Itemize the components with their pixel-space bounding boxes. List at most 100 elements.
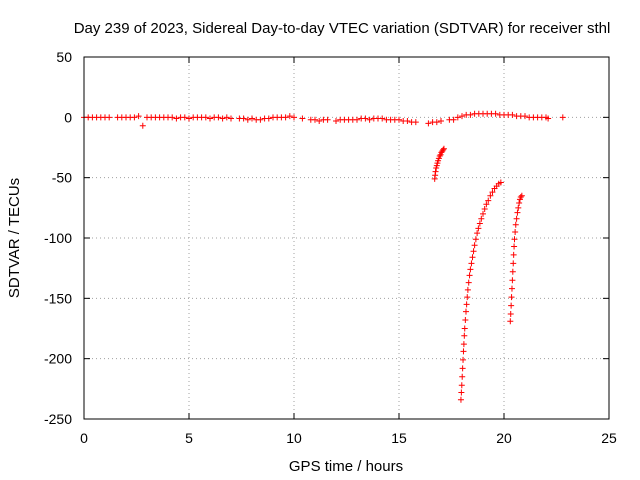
data-point: [291, 114, 297, 121]
data-point: [316, 117, 323, 124]
data-point: [467, 111, 474, 118]
y-tick-label: -200: [44, 351, 72, 367]
tick-labels: 0 5 10 15 20 25 50 0 -50 -100 -150 -200 -250: [44, 49, 617, 446]
data-point: [511, 236, 518, 243]
data-point: [458, 389, 465, 396]
data-point: [215, 114, 222, 121]
data-point: [464, 286, 471, 293]
data-point: [507, 318, 514, 325]
data-point: [461, 332, 468, 339]
data-point: [471, 242, 478, 249]
data-point: [467, 266, 474, 273]
data-point: [472, 236, 479, 243]
data-point: [480, 210, 486, 217]
y-tick-label: 50: [56, 49, 72, 65]
x-tick-label: 0: [80, 430, 88, 446]
data-point: [396, 116, 402, 123]
x-tick-label: 5: [185, 430, 193, 446]
data-point: [464, 294, 471, 301]
data-point: [324, 116, 331, 123]
data-point: [476, 220, 483, 227]
data-point: [468, 260, 475, 267]
data-point: [438, 117, 444, 124]
data-point: [522, 113, 528, 120]
data-point: [379, 115, 386, 122]
data-point: [366, 116, 373, 123]
data-point: [202, 114, 209, 121]
data-point: [459, 373, 466, 380]
data-point: [440, 146, 447, 153]
data-point: [462, 317, 469, 324]
data-point: [487, 192, 494, 199]
y-tick-label: -250: [44, 411, 72, 427]
data-point: [460, 341, 467, 348]
x-tick-label: 20: [496, 430, 512, 446]
data-point: [139, 122, 146, 129]
x-tick-label: 10: [286, 430, 302, 446]
data-point: [282, 114, 289, 121]
data-point: [545, 115, 552, 122]
data-point: [181, 114, 188, 121]
data-point: [299, 115, 306, 122]
data-point: [425, 120, 432, 127]
data-point: [489, 189, 496, 196]
data-point: [466, 272, 473, 279]
data-point: [513, 215, 520, 222]
data-point: [485, 197, 492, 204]
data-point: [219, 115, 226, 122]
data-point: [511, 243, 518, 250]
y-axis-label: SDTVAR / TECUs: [6, 178, 23, 298]
data-point: [510, 251, 517, 258]
data-point: [516, 200, 523, 207]
data-point: [186, 115, 192, 122]
x-tick-label: 15: [391, 430, 407, 446]
data-point: [559, 114, 566, 121]
x-axis-label: GPS time / hours: [289, 458, 403, 475]
data-point: [462, 308, 469, 315]
data-points: [81, 110, 566, 403]
data-point: [131, 114, 138, 121]
data-point: [169, 114, 176, 121]
data-point: [470, 248, 477, 255]
data-point: [512, 228, 519, 235]
data-point: [507, 311, 514, 318]
data-point: [454, 114, 461, 121]
data-point: [436, 152, 443, 159]
data-point: [362, 115, 369, 122]
data-point: [135, 113, 142, 120]
data-point: [508, 294, 515, 301]
data-point: [249, 115, 255, 122]
data-point: [412, 119, 419, 126]
data-point: [440, 145, 447, 152]
data-point: [515, 204, 522, 211]
data-point: [460, 356, 467, 363]
data-point: [286, 113, 293, 120]
data-point: [458, 382, 465, 389]
data-point: [509, 277, 516, 284]
data-point: [474, 230, 481, 237]
data-point: [518, 192, 525, 199]
data-point: [460, 348, 467, 355]
data-point: [240, 115, 247, 122]
data-point: [509, 268, 516, 275]
data-point: [432, 168, 439, 175]
chart-title: Day 239 of 2023, Sidereal Day-to-day VTE…: [74, 20, 611, 37]
data-point: [433, 119, 440, 126]
y-tick-label: 0: [64, 109, 72, 125]
data-point: [333, 117, 339, 124]
data-point: [244, 116, 251, 123]
data-point: [450, 116, 457, 123]
data-point: [509, 111, 516, 118]
data-point: [228, 115, 234, 122]
data-point: [463, 301, 470, 308]
data-point: [492, 110, 499, 117]
data-point: [517, 193, 524, 200]
data-point: [173, 115, 180, 122]
data-point: [257, 116, 264, 123]
data-point: [465, 279, 472, 286]
data-point: [459, 365, 466, 372]
y-tick-label: -50: [52, 170, 72, 186]
plot-frame: [83, 56, 610, 420]
